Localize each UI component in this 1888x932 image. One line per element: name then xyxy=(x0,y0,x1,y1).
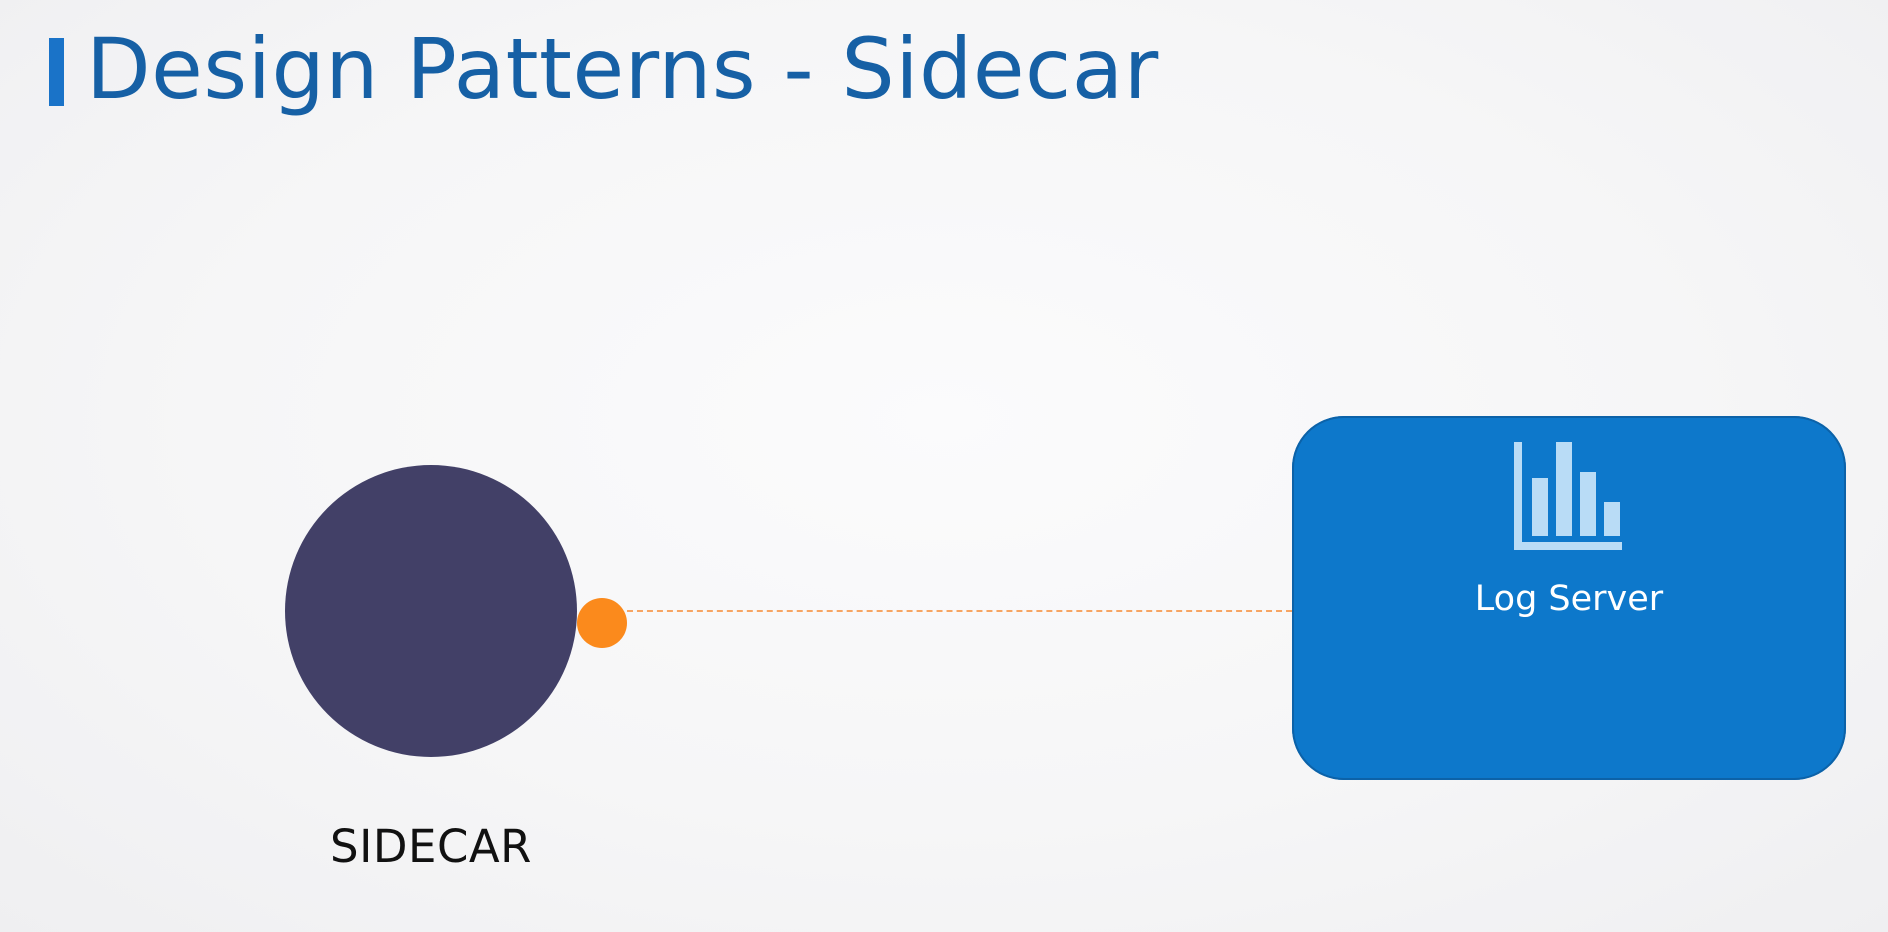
log-server-box: Log Server xyxy=(1292,416,1846,780)
chart-axis-vertical xyxy=(1514,442,1522,550)
title-accent-bar xyxy=(49,38,64,106)
chart-axis-horizontal xyxy=(1514,542,1622,550)
bar-chart-icon xyxy=(1514,442,1622,550)
log-server-label: Log Server xyxy=(1474,579,1664,619)
sidecar-label: SIDECAR xyxy=(330,820,532,873)
connector-line xyxy=(627,610,1292,612)
chart-bar-2 xyxy=(1556,442,1572,536)
sidecar-port-dot xyxy=(577,598,627,648)
chart-bar-3 xyxy=(1580,472,1596,536)
page-title: Design Patterns - Sidecar xyxy=(86,20,1159,118)
sidecar-container-circle xyxy=(285,465,577,757)
chart-bar-1 xyxy=(1532,478,1548,536)
chart-bar-4 xyxy=(1604,502,1620,536)
